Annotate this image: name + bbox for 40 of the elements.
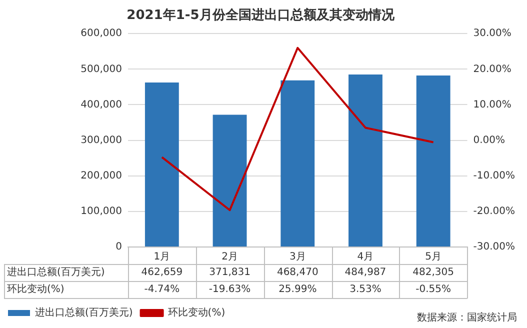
bar xyxy=(280,80,315,246)
y-tick-label: 100,000 xyxy=(80,206,122,218)
data-label: 484,987 xyxy=(344,267,386,278)
y2-tick-label: 10.00% xyxy=(473,99,512,110)
data-label: -19.63% xyxy=(208,284,251,296)
text: 进出口总额(百万美元) xyxy=(7,267,105,278)
x-tick-label: 3月 xyxy=(289,252,306,263)
bar xyxy=(348,74,382,246)
text: 环比变动(%) xyxy=(7,284,64,296)
y2-tick-label: 0.00% xyxy=(473,134,506,146)
y-tick-label: 500,000 xyxy=(80,64,122,75)
source-note: 数据来源：国家统计局 xyxy=(417,312,517,324)
y-tick-label: 0 xyxy=(116,242,122,253)
y2-tick-label: -10.00% xyxy=(473,170,516,182)
y-tick-label: 300,000 xyxy=(80,134,122,146)
legend-label: 环比变动(%) xyxy=(168,306,226,319)
y-tick-label: 400,000 xyxy=(80,99,122,110)
y2-tick-label: -30.00% xyxy=(473,242,516,253)
legend-label: 进出口总额(百万美元) xyxy=(35,306,133,319)
y2-tick-label: 30.00% xyxy=(473,28,512,40)
bar xyxy=(416,75,450,246)
x-tick-label: 5月 xyxy=(425,252,442,263)
y-tick-label: 600,000 xyxy=(80,28,122,40)
data-label: 25.99% xyxy=(278,284,317,296)
y-tick-label: 200,000 xyxy=(80,170,122,182)
chart-title: 2021年1-5月份全国进出口总额及其变动情况 xyxy=(126,7,396,24)
bar xyxy=(212,114,247,246)
y2-tick-label: -20.00% xyxy=(473,206,516,218)
data-label: -4.74% xyxy=(144,284,180,296)
bar xyxy=(144,82,179,246)
data-label: 482,305 xyxy=(412,267,454,278)
data-label: 371,831 xyxy=(209,267,250,278)
data-label: 3.53% xyxy=(350,284,382,296)
x-tick-label: 4月 xyxy=(357,252,374,263)
x-tick-label: 2月 xyxy=(222,252,238,263)
y2-tick-label: 20.00% xyxy=(473,64,512,75)
data-label: -0.55% xyxy=(416,284,452,296)
data-label: 462,659 xyxy=(141,267,183,278)
data-label: 468,470 xyxy=(276,267,318,278)
x-tick-label: 1月 xyxy=(154,252,170,263)
